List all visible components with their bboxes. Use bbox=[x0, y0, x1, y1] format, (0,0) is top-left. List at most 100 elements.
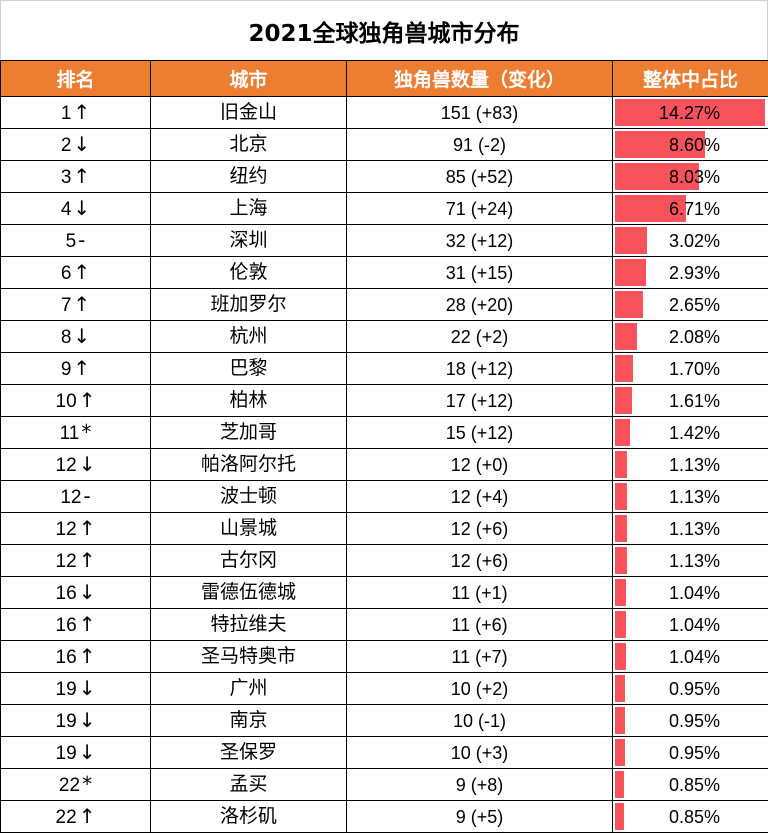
table-row: 7 ↑ 班加罗尔 28 (+20) 2.65% bbox=[0, 288, 768, 321]
share-bar bbox=[615, 355, 633, 382]
trend-indicator: ↑ bbox=[73, 260, 91, 284]
share-cell: 0.85% bbox=[612, 768, 768, 801]
header-share: 整体中占比 bbox=[612, 60, 768, 97]
share-bar bbox=[615, 579, 626, 606]
rank-cell: 5- bbox=[0, 224, 151, 257]
share-bar bbox=[615, 483, 627, 510]
trend-indicator: ↓ bbox=[78, 580, 96, 604]
share-label: 2.08% bbox=[668, 326, 720, 347]
share-label: 0.95% bbox=[668, 710, 720, 731]
rank-number: 3 bbox=[60, 167, 72, 188]
share-cell: 2.65% bbox=[612, 288, 768, 321]
table-row: 22 * 孟买 9 (+8) 0.85% bbox=[0, 768, 768, 801]
trend-indicator: ↑ bbox=[73, 164, 91, 188]
count-cell: 31 (+15) bbox=[346, 256, 613, 289]
header-city: 城市 bbox=[150, 60, 347, 97]
city-cell: 孟买 bbox=[150, 768, 347, 801]
table-row: 12 ↑ 山景城 12 (+6) 1.13% bbox=[0, 512, 768, 545]
count-cell: 85 (+52) bbox=[346, 160, 613, 193]
city-cell: 旧金山 bbox=[150, 96, 347, 129]
table-row: 12 ↓ 帕洛阿尔托 12 (+0) 1.13% bbox=[0, 448, 768, 481]
rank-cell: 12 ↑ bbox=[0, 512, 151, 545]
share-bar bbox=[615, 195, 686, 222]
trend-indicator: ↓ bbox=[78, 708, 96, 732]
table-row: 19 ↓ 圣保罗 10 (+3) 0.95% bbox=[0, 736, 768, 769]
count-cell: 22 (+2) bbox=[346, 320, 613, 353]
share-cell: 1.04% bbox=[612, 640, 768, 673]
table-row: 12- 波士顿 12 (+4) 1.13% bbox=[0, 480, 768, 513]
share-cell: 1.70% bbox=[612, 352, 768, 385]
table-row: 6 ↑ 伦敦 31 (+15) 2.93% bbox=[0, 256, 768, 289]
rank-number: 10 bbox=[55, 391, 77, 412]
share-label: 1.04% bbox=[668, 582, 720, 603]
share-cell: 8.03% bbox=[612, 160, 768, 193]
table-row: 2 ↓ 北京 91 (-2) 8.60% bbox=[0, 128, 768, 161]
share-label: 0.85% bbox=[668, 806, 720, 827]
count-cell: 91 (-2) bbox=[346, 128, 613, 161]
share-bar bbox=[615, 515, 627, 542]
rank-number: 16 bbox=[55, 583, 77, 604]
count-cell: 12 (+6) bbox=[346, 512, 613, 545]
rank-number: 2 bbox=[60, 135, 72, 156]
trend-indicator: ↓ bbox=[78, 676, 96, 700]
share-bar bbox=[615, 259, 646, 286]
share-cell: 0.85% bbox=[612, 800, 768, 833]
table-row: 11 * 芝加哥 15 (+12) 1.42% bbox=[0, 416, 768, 449]
city-cell: 纽约 bbox=[150, 160, 347, 193]
share-bar bbox=[615, 131, 705, 158]
rank-number: 7 bbox=[60, 295, 72, 316]
rank-number: 16 bbox=[55, 615, 77, 636]
rank-cell: 7 ↑ bbox=[0, 288, 151, 321]
rank-number: 12 bbox=[55, 455, 77, 476]
trend-indicator: ↓ bbox=[78, 740, 96, 764]
table-row: 5- 深圳 32 (+12) 3.02% bbox=[0, 224, 768, 257]
count-cell: 11 (+1) bbox=[346, 576, 613, 609]
city-cell: 北京 bbox=[150, 128, 347, 161]
trend-indicator: ↓ bbox=[73, 324, 91, 348]
rank-cell: 11 * bbox=[0, 416, 151, 449]
share-bar bbox=[615, 451, 627, 478]
count-cell: 17 (+12) bbox=[346, 384, 613, 417]
city-cell: 圣马特奥市 bbox=[150, 640, 347, 673]
share-label: 1.70% bbox=[668, 358, 720, 379]
share-label: 1.13% bbox=[668, 550, 720, 571]
share-cell: 0.95% bbox=[612, 704, 768, 737]
share-cell: 1.13% bbox=[612, 512, 768, 545]
count-cell: 11 (+7) bbox=[346, 640, 613, 673]
share-cell: 0.95% bbox=[612, 736, 768, 769]
trend-indicator: ↓ bbox=[73, 196, 91, 220]
rank-number: 19 bbox=[55, 711, 77, 732]
share-label: 1.04% bbox=[668, 614, 720, 635]
city-cell: 伦敦 bbox=[150, 256, 347, 289]
city-cell: 深圳 bbox=[150, 224, 347, 257]
table-row: 10 ↑ 柏林 17 (+12) 1.61% bbox=[0, 384, 768, 417]
share-bar bbox=[615, 707, 625, 734]
trend-indicator: ↓ bbox=[73, 132, 91, 156]
count-cell: 9 (+5) bbox=[346, 800, 613, 833]
city-cell: 特拉维夫 bbox=[150, 608, 347, 641]
table-row: 1 ↑ 旧金山 151 (+83) 14.27% bbox=[0, 96, 768, 129]
share-cell: 1.04% bbox=[612, 608, 768, 641]
share-cell: 1.13% bbox=[612, 544, 768, 577]
rank-cell: 12 ↑ bbox=[0, 544, 151, 577]
table-row: 9 ↑ 巴黎 18 (+12) 1.70% bbox=[0, 352, 768, 385]
share-label: 3.02% bbox=[668, 230, 720, 251]
rank-number: 16 bbox=[55, 647, 77, 668]
count-cell: 151 (+83) bbox=[346, 96, 613, 129]
trend-indicator: - bbox=[83, 484, 91, 508]
rank-number: 12 bbox=[55, 551, 77, 572]
rank-cell: 19 ↓ bbox=[0, 736, 151, 769]
share-label: 2.93% bbox=[668, 262, 720, 283]
city-cell: 圣保罗 bbox=[150, 736, 347, 769]
city-cell: 巴黎 bbox=[150, 352, 347, 385]
share-label: 1.13% bbox=[668, 486, 720, 507]
city-cell: 南京 bbox=[150, 704, 347, 737]
share-bar bbox=[615, 323, 637, 350]
rank-cell: 2 ↓ bbox=[0, 128, 151, 161]
count-cell: 18 (+12) bbox=[346, 352, 613, 385]
rank-number: 1 bbox=[60, 103, 72, 124]
share-label: 8.60% bbox=[668, 134, 720, 155]
count-cell: 10 (+3) bbox=[346, 736, 613, 769]
count-cell: 12 (+6) bbox=[346, 544, 613, 577]
rank-cell: 12 ↓ bbox=[0, 448, 151, 481]
